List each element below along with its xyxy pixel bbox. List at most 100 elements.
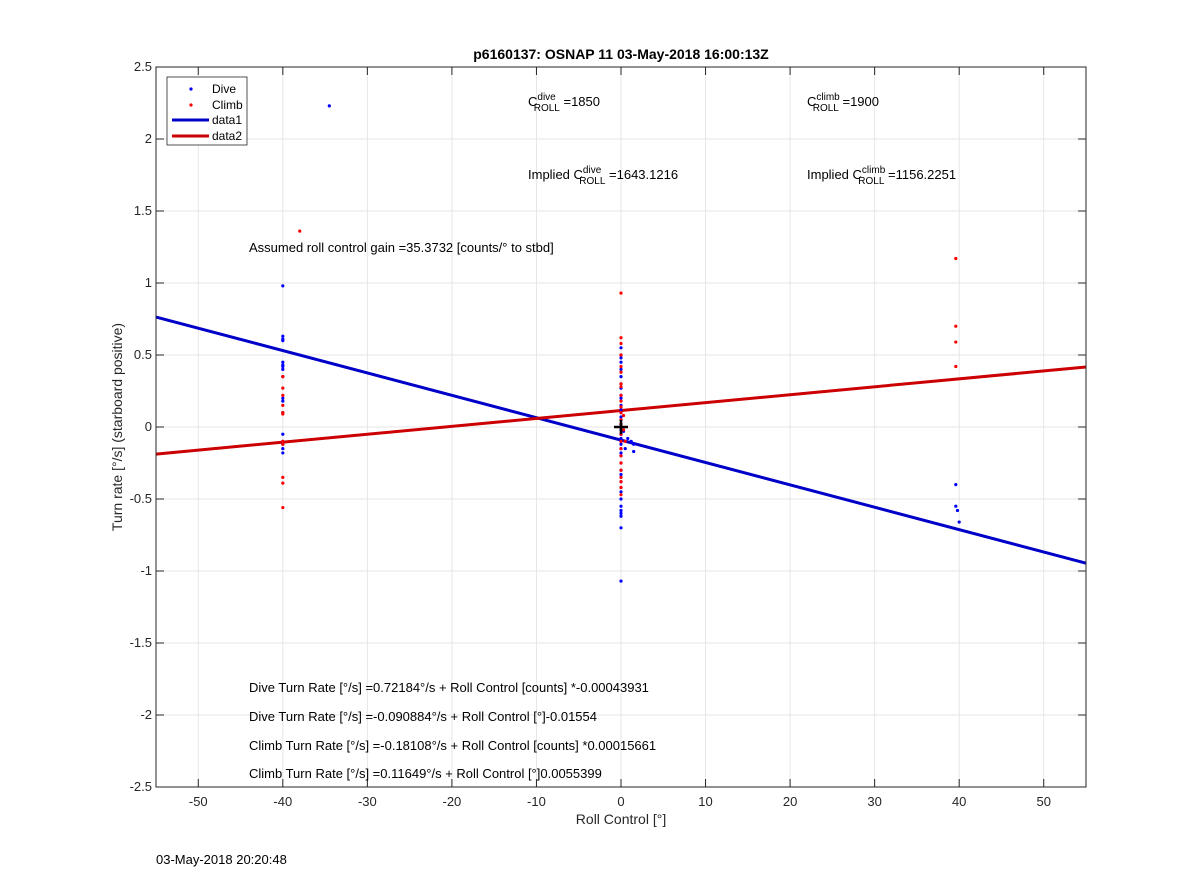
point-dive	[954, 483, 958, 487]
x-tick-label: -30	[358, 794, 377, 809]
point-climb	[619, 399, 623, 403]
point-climb	[281, 475, 285, 479]
point-dive	[632, 449, 636, 454]
roll-gain-annotation: Assumed roll control gain =35.3732 [coun…	[249, 240, 554, 255]
point-dive	[619, 436, 623, 441]
point-dive	[632, 442, 636, 446]
point-dive	[281, 334, 285, 338]
legend-data2-label: data2	[212, 129, 242, 143]
point-dive	[619, 346, 623, 350]
point-dive	[955, 508, 960, 513]
equation-dive-counts: Dive Turn Rate [°/s] =0.72184°/s + Roll …	[249, 680, 649, 695]
x-tick-label: 0	[617, 794, 624, 809]
x-tick-label: -10	[527, 794, 546, 809]
point-climb	[298, 229, 302, 233]
x-tick-label: -20	[443, 794, 462, 809]
point-dive	[619, 356, 623, 360]
point-dive	[281, 284, 285, 288]
point-climb	[281, 375, 285, 379]
point-climb	[954, 364, 958, 369]
x-tick-label: 40	[952, 794, 966, 809]
point-climb	[281, 481, 285, 485]
point-climb	[619, 385, 623, 389]
point-climb	[619, 405, 623, 409]
point-climb	[619, 411, 623, 415]
point-dive	[954, 504, 958, 508]
point-climb	[619, 393, 623, 397]
point-dive	[281, 399, 285, 403]
point-climb	[619, 439, 623, 443]
point-dive	[619, 579, 623, 583]
point-dive	[619, 508, 623, 513]
y-tick-label: 1.5	[134, 203, 152, 218]
point-climb	[954, 340, 958, 344]
point-climb	[621, 428, 626, 432]
implied-dive-annotation: Implied Cdive ROLL =1643.1216	[528, 165, 678, 187]
point-dive	[619, 490, 623, 494]
legend-box	[166, 76, 248, 146]
point-climb	[619, 447, 623, 451]
point-climb	[619, 370, 623, 374]
equation-climb-degrees: Climb Turn Rate [°/s] =0.11649°/s + Roll…	[249, 766, 602, 781]
footer-timestamp: 03-May-2018 20:20:48	[156, 852, 287, 867]
point-climb	[619, 382, 623, 386]
legend-climb-label: Climb	[212, 98, 243, 112]
point-climb	[619, 336, 623, 340]
point-dive	[619, 408, 623, 412]
equation-dive-degrees: Dive Turn Rate [°/s] =-0.090884°/s + Rol…	[249, 709, 597, 724]
point-climb	[619, 480, 623, 484]
legend-dive-marker	[189, 87, 193, 91]
x-tick-label: 20	[783, 794, 797, 809]
point-climb	[623, 439, 627, 443]
point-dive	[619, 451, 623, 455]
point-dive	[281, 339, 285, 343]
point-dive	[619, 415, 623, 419]
equation-climb-counts: Climb Turn Rate [°/s] =-0.18108°/s + Rol…	[249, 738, 656, 753]
point-climb	[281, 403, 285, 407]
series-layer	[155, 104, 1087, 583]
point-climb	[619, 353, 623, 357]
point-climb	[281, 386, 285, 390]
point-dive	[619, 497, 623, 501]
point-climb	[281, 442, 285, 446]
point-climb	[281, 412, 285, 416]
point-dive	[626, 436, 630, 441]
point-dive	[619, 526, 623, 530]
point-climb	[619, 493, 623, 497]
point-climb	[281, 439, 285, 443]
point-climb	[619, 461, 623, 465]
y-tick-label: 0	[145, 419, 152, 434]
y-tick-label: -2	[140, 707, 152, 722]
y-axis-label: Turn rate [°/s] (starboard positive)	[109, 323, 125, 531]
point-dive	[957, 520, 961, 524]
point-climb	[619, 475, 623, 479]
c-roll-climb-annotation: Cclimb ROLL =1900	[807, 92, 879, 114]
point-dive	[327, 104, 331, 108]
point-dive	[629, 439, 633, 443]
x-tick-label: -50	[189, 794, 208, 809]
point-dive	[281, 447, 285, 451]
point-dive	[619, 514, 623, 518]
point-dive	[281, 364, 285, 369]
point-dive	[619, 472, 623, 477]
y-tick-label: 1	[145, 275, 152, 290]
point-dive	[619, 367, 623, 371]
point-climb	[281, 393, 285, 397]
ticks: -50 -40 -30 -20 -10 0 10 20 30 40 50-2.5-2-1.5-1-0…	[130, 59, 1086, 809]
point-climb	[619, 291, 623, 295]
point-dive	[281, 360, 285, 364]
chart-title: p6160137: OSNAP 11 03-May-2018 16:00:13Z	[473, 46, 769, 62]
legend-dive-label: Dive	[212, 82, 236, 96]
point-climb	[954, 324, 958, 328]
point-climb	[619, 468, 623, 472]
point-dive	[619, 360, 623, 364]
point-dive	[281, 367, 285, 371]
x-tick-label: 50	[1036, 794, 1050, 809]
point-climb	[621, 413, 626, 418]
point-climb	[281, 506, 285, 510]
y-tick-label: 0.5	[134, 347, 152, 362]
x-axis-label: Roll Control [°]	[576, 811, 666, 827]
point-dive	[281, 432, 285, 436]
legend-data1-label: data1	[212, 113, 242, 127]
